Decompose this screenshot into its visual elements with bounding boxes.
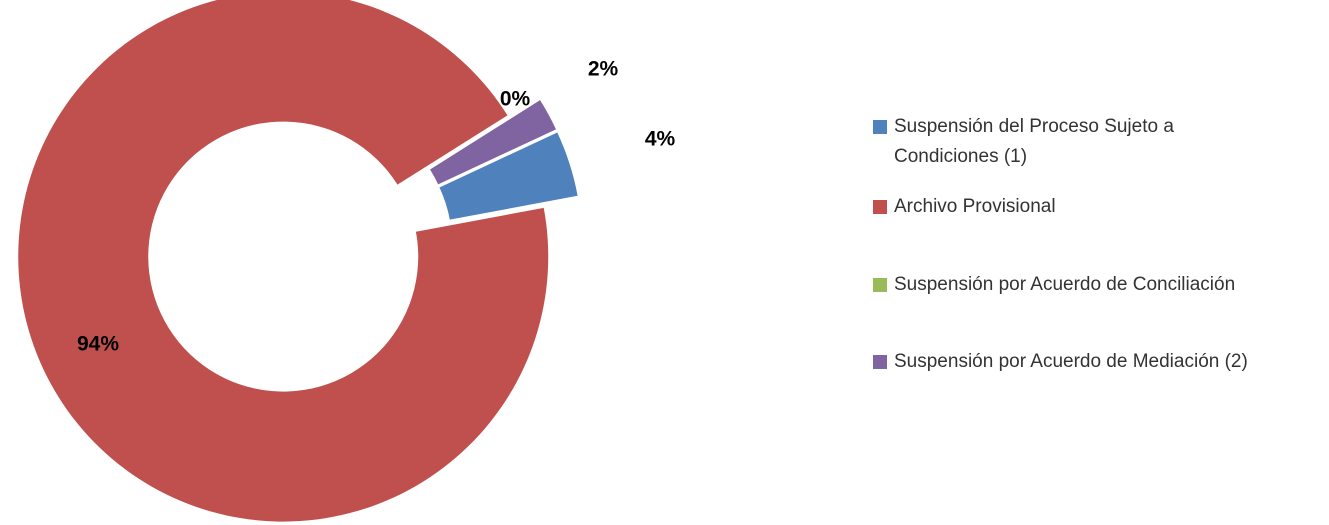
legend-item: Archivo Provisional bbox=[873, 192, 1313, 222]
data-label: 94% bbox=[77, 333, 119, 356]
legend-swatch bbox=[873, 278, 887, 292]
legend-label: Suspensión por Acuerdo de Conciliación bbox=[894, 274, 1236, 295]
data-label: 0% bbox=[500, 88, 531, 111]
legend-item: Suspensión por Acuerdo de Conciliación bbox=[873, 270, 1313, 300]
legend-swatch bbox=[873, 120, 887, 134]
legend-swatch bbox=[873, 355, 887, 369]
legend-swatch bbox=[873, 200, 887, 214]
legend-item: Suspensión por Acuerdo de Mediación (2) bbox=[873, 347, 1253, 377]
donut-slice bbox=[430, 100, 556, 185]
donut-slice bbox=[429, 99, 540, 169]
data-label: 4% bbox=[645, 128, 676, 151]
donut-slice bbox=[18, 0, 549, 522]
legend-label: Suspensión del Proceso Sujeto a Condicio… bbox=[894, 116, 1174, 167]
data-label: 2% bbox=[588, 58, 619, 81]
legend-item: Suspensión del Proceso Sujeto a Condicio… bbox=[873, 112, 1213, 172]
donut-slice bbox=[439, 132, 578, 220]
legend-label: Archivo Provisional bbox=[894, 196, 1056, 217]
legend-label: Suspensión por Acuerdo de Mediación (2) bbox=[894, 351, 1248, 372]
